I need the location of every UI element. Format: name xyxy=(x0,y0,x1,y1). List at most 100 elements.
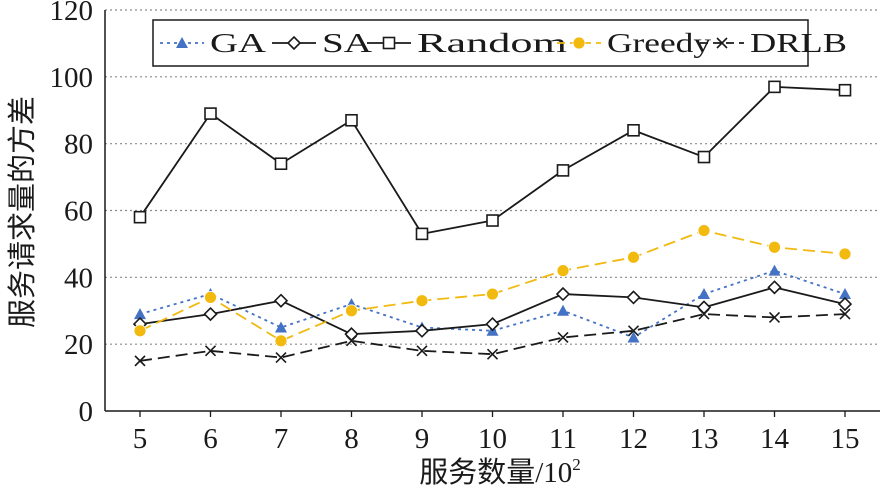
x-tick-label: 9 xyxy=(415,423,430,455)
series-greedy xyxy=(133,224,852,348)
data-point-random xyxy=(697,150,711,164)
data-point-drlb xyxy=(134,355,146,367)
x-tick-label: 10 xyxy=(478,423,507,455)
cross-stroke xyxy=(768,311,781,323)
data-point-sa xyxy=(767,280,782,295)
data-point-drlb xyxy=(416,345,428,357)
legend-label-greedy: Greedy xyxy=(607,28,712,58)
cross-stroke xyxy=(486,348,499,360)
data-point-greedy xyxy=(556,264,570,278)
data-point-ga xyxy=(768,264,781,276)
y-tick-label: 100 xyxy=(50,62,94,94)
legend-item-ga: GA xyxy=(160,28,267,58)
data-point-ga xyxy=(557,304,569,316)
data-point-sa xyxy=(344,327,359,342)
data-point-sa xyxy=(837,296,853,312)
data-point-ga xyxy=(839,288,851,300)
y-axis-title: 服务请求量的方差 xyxy=(6,96,39,328)
x-axis-title-exponent: 2 xyxy=(572,455,581,474)
data-point-drlb xyxy=(557,331,569,344)
cross-stroke xyxy=(345,335,358,347)
data-point-random xyxy=(486,214,499,227)
legend-item-random: Random xyxy=(367,28,567,58)
legend-label-sa: SA xyxy=(322,28,373,58)
data-point-greedy xyxy=(345,304,358,318)
x-tick-label: 8 xyxy=(344,423,359,455)
x-tick-label: 11 xyxy=(549,423,577,455)
data-point-ga xyxy=(627,331,640,343)
data-point-ga xyxy=(698,288,710,300)
y-tick-label: 20 xyxy=(64,329,93,361)
cross-stroke xyxy=(627,325,640,337)
series-line-random xyxy=(139,85,846,235)
data-point-sa xyxy=(273,293,289,308)
data-point-greedy xyxy=(274,334,288,348)
x-tick-label: 6 xyxy=(203,423,218,455)
cross-stroke xyxy=(716,37,728,49)
cross-stroke xyxy=(416,345,428,357)
data-point-sa xyxy=(414,323,430,338)
data-point-greedy xyxy=(415,294,429,308)
x-tick-labels: 5 6 7 8 9 10 11 12 13 14 15 xyxy=(133,423,860,455)
legend-label-drlb: DRLB xyxy=(750,28,847,58)
data-point-sa xyxy=(696,300,712,315)
legend-marker-drlb xyxy=(716,37,728,49)
data-point-greedy xyxy=(204,290,217,304)
cross-stroke xyxy=(134,355,146,367)
data-point-greedy xyxy=(627,250,640,264)
cross-stroke xyxy=(204,345,217,357)
data-point-random xyxy=(556,164,570,177)
y-tick-label: 120 xyxy=(50,0,94,27)
legend-item-drlb: DRLB xyxy=(700,28,847,58)
legend: GA SA Random Greedy DRLB xyxy=(152,19,847,67)
data-point-sa xyxy=(203,306,218,322)
data-point-random xyxy=(838,83,852,97)
data-point-random xyxy=(415,227,429,241)
data-point-drlb xyxy=(839,308,851,320)
data-point-greedy xyxy=(838,247,852,261)
legend-label-random: Random xyxy=(417,28,567,58)
x-tick-label: 15 xyxy=(831,423,860,455)
cross-stroke xyxy=(275,351,287,364)
legend-box xyxy=(152,19,809,67)
data-point-ga xyxy=(275,321,287,333)
x-tick-label: 5 xyxy=(133,423,148,455)
cross-stroke xyxy=(557,331,569,344)
data-point-random xyxy=(274,157,288,171)
data-point-drlb xyxy=(627,325,640,337)
data-point-drlb xyxy=(768,311,781,323)
data-point-random xyxy=(345,113,358,127)
data-point-random xyxy=(768,80,781,94)
cross-stroke xyxy=(698,308,710,320)
data-point-ga xyxy=(134,308,146,320)
series-drlb xyxy=(134,308,851,367)
legend-marker-ga xyxy=(176,37,188,48)
x-axis-title: 服务数量/102 xyxy=(419,455,581,489)
cross-stroke xyxy=(839,308,851,320)
series-lines xyxy=(132,80,853,367)
data-point-greedy xyxy=(768,240,781,254)
legend-marker-sa xyxy=(286,35,302,51)
x-axis-title-text: 服务数量/10 xyxy=(419,456,572,489)
data-point-random xyxy=(627,124,640,137)
data-point-random xyxy=(133,210,147,224)
series-line-drlb xyxy=(139,313,846,362)
legend-marker-greedy xyxy=(572,36,586,50)
legend-item-sa: SA xyxy=(272,28,373,58)
legend-marker-random xyxy=(382,36,396,50)
data-point-random xyxy=(204,107,217,120)
y-tick-label: 80 xyxy=(64,129,93,161)
data-point-greedy xyxy=(133,324,147,338)
data-point-drlb xyxy=(204,345,217,357)
x-tick-label: 14 xyxy=(760,423,790,455)
x-tick-label: 7 xyxy=(274,423,289,455)
legend-label-ga: GA xyxy=(210,28,267,58)
data-point-sa xyxy=(485,316,500,332)
y-tick-label: 0 xyxy=(79,396,94,428)
data-point-drlb xyxy=(275,351,287,364)
data-point-drlb xyxy=(486,348,499,360)
series-random xyxy=(133,80,852,241)
y-tick-labels: 0 20 40 60 80 100 120 xyxy=(50,0,94,428)
y-tick-label: 60 xyxy=(64,196,93,228)
